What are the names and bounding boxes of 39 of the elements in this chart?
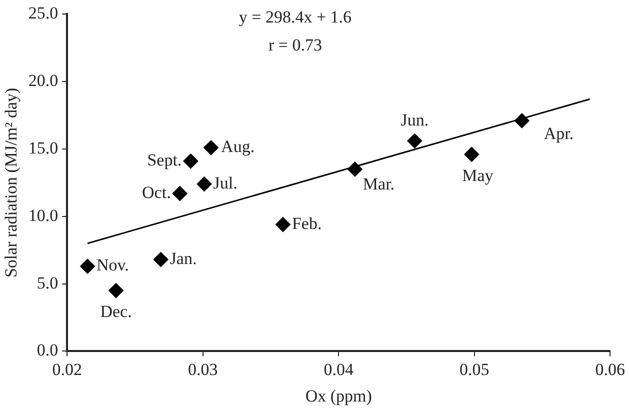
point <box>108 283 124 298</box>
annotation: Sept. <box>147 150 182 170</box>
x-tick-label: 0.03 <box>188 360 218 379</box>
annotation: Jun. <box>400 110 429 130</box>
annotation: y = 298.4x + 1.6 <box>238 8 352 27</box>
annotation: r = 0.73 <box>268 36 322 55</box>
y-tick-label: 25.0 <box>28 4 58 23</box>
annotation: Jul. <box>213 174 238 193</box>
y-tick-label: 5.0 <box>36 273 58 292</box>
point <box>80 258 96 274</box>
x-tick-label: 0.06 <box>595 360 625 379</box>
x-tick-label: 0.04 <box>324 360 354 379</box>
annotation: Oct. <box>142 182 171 202</box>
y-axis-title: Solar radiation (MJ/m² day) <box>2 88 21 278</box>
x-axis-title: Ox (ppm) <box>305 386 372 406</box>
point <box>275 216 290 232</box>
point <box>204 140 219 156</box>
annotation: Dec. <box>100 302 132 322</box>
point <box>172 186 188 201</box>
point <box>464 146 480 162</box>
point <box>514 113 530 128</box>
point <box>183 154 198 169</box>
y-tick-label: 0.0 <box>36 340 58 360</box>
annotation: Feb. <box>292 214 322 233</box>
annotation: May <box>462 166 494 185</box>
y-tick-label: 15.0 <box>28 138 58 158</box>
point <box>196 176 212 192</box>
point <box>407 133 422 148</box>
annotation: Jan. <box>170 249 197 268</box>
annotation: Aug. <box>221 137 255 156</box>
y-tick-label: 20.0 <box>28 71 58 90</box>
x-tick-label: 0.05 <box>460 360 490 379</box>
annotation: Apr. <box>544 124 574 144</box>
point <box>153 252 168 268</box>
x-tick-label: 0.02 <box>52 360 82 379</box>
point <box>347 162 362 177</box>
annotation: Nov. <box>96 256 129 275</box>
annotation: Mar. <box>362 174 395 194</box>
y-tick-label: 10.0 <box>28 206 58 225</box>
